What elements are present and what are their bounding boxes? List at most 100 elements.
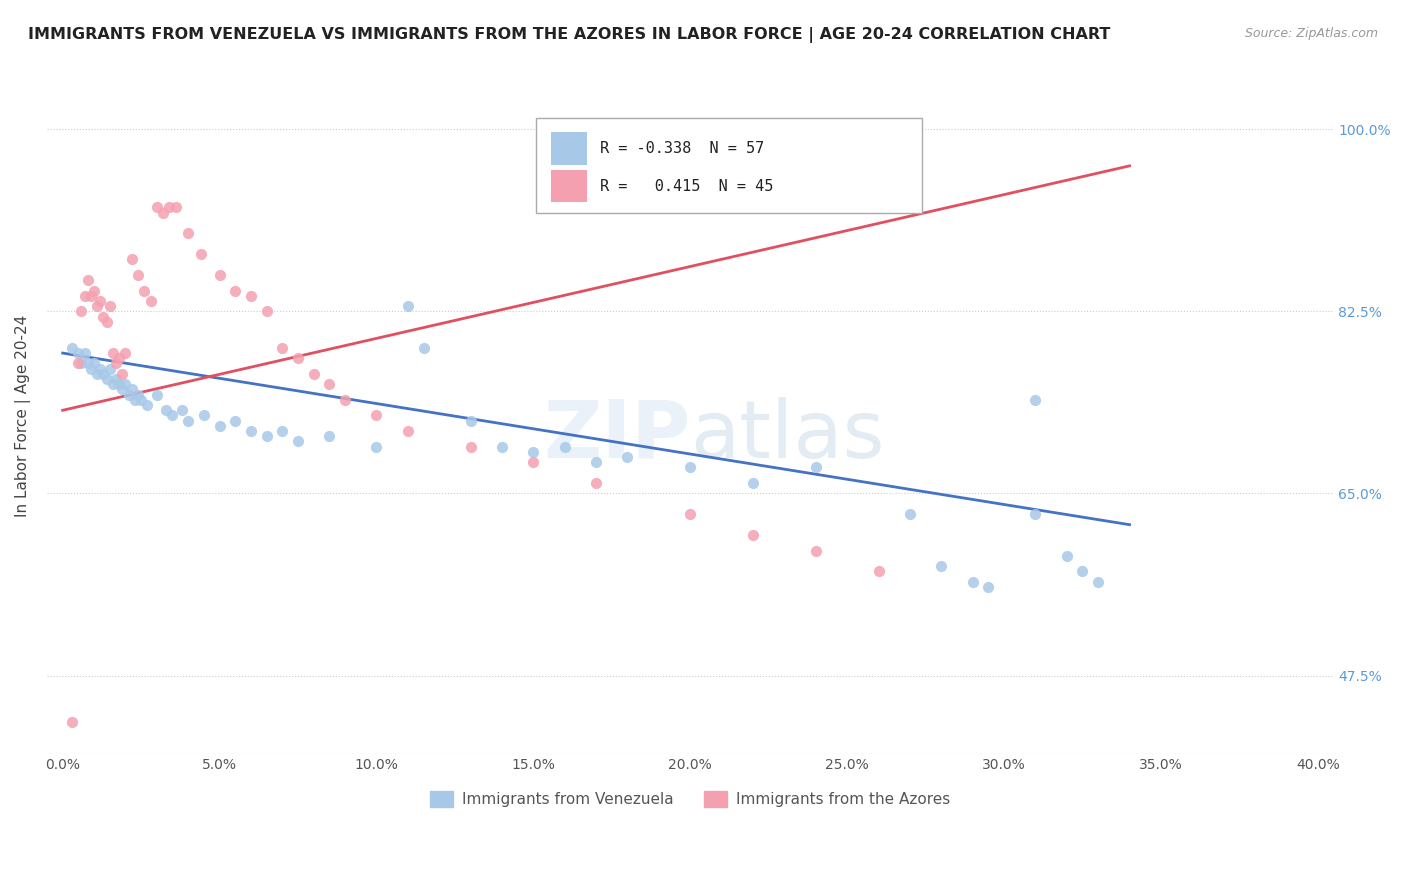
- Point: [256, 304, 278, 318]
- Point: [554, 440, 576, 454]
- Point: [127, 387, 149, 401]
- Point: [86, 367, 108, 381]
- Point: [396, 299, 419, 313]
- Point: [929, 559, 952, 574]
- Legend: Immigrants from Venezuela, Immigrants from the Azores: Immigrants from Venezuela, Immigrants fr…: [423, 785, 956, 814]
- Point: [86, 299, 108, 313]
- Point: [804, 543, 827, 558]
- Point: [287, 351, 309, 366]
- Point: [121, 383, 143, 397]
- Point: [679, 508, 702, 522]
- Text: ZIP: ZIP: [543, 397, 690, 475]
- Point: [136, 398, 159, 412]
- Point: [93, 310, 115, 324]
- Point: [366, 440, 388, 454]
- Point: [83, 356, 105, 370]
- Point: [1071, 565, 1094, 579]
- Point: [208, 418, 231, 433]
- Point: [318, 377, 340, 392]
- Point: [134, 284, 156, 298]
- Point: [868, 565, 890, 579]
- Point: [1056, 549, 1078, 563]
- Point: [804, 460, 827, 475]
- Point: [73, 346, 96, 360]
- Point: [108, 377, 131, 392]
- Point: [117, 387, 139, 401]
- Point: [89, 294, 111, 309]
- Point: [165, 201, 187, 215]
- Point: [522, 455, 544, 469]
- Point: [271, 341, 294, 355]
- Point: [114, 377, 136, 392]
- Point: [70, 356, 93, 370]
- Point: [60, 341, 83, 355]
- Y-axis label: In Labor Force | Age 20-24: In Labor Force | Age 20-24: [15, 314, 31, 516]
- Point: [70, 304, 93, 318]
- Point: [152, 205, 174, 219]
- Point: [302, 367, 325, 381]
- Point: [139, 294, 162, 309]
- Point: [585, 455, 607, 469]
- Point: [127, 268, 149, 282]
- Point: [208, 268, 231, 282]
- Point: [101, 346, 124, 360]
- Point: [67, 356, 90, 370]
- Point: [1024, 508, 1046, 522]
- Point: [67, 346, 90, 360]
- Point: [121, 252, 143, 267]
- Point: [224, 414, 246, 428]
- Point: [76, 273, 98, 287]
- Point: [80, 361, 103, 376]
- Point: [129, 392, 152, 407]
- Point: [155, 403, 177, 417]
- Point: [80, 289, 103, 303]
- Point: [96, 372, 118, 386]
- FancyBboxPatch shape: [551, 170, 588, 202]
- Point: [742, 528, 765, 542]
- Point: [190, 247, 212, 261]
- Point: [396, 424, 419, 438]
- Text: R = -0.338  N = 57: R = -0.338 N = 57: [600, 141, 765, 156]
- Point: [105, 356, 128, 370]
- Point: [898, 508, 921, 522]
- Point: [239, 424, 262, 438]
- Point: [98, 361, 121, 376]
- Point: [157, 201, 180, 215]
- Point: [412, 341, 434, 355]
- Point: [287, 434, 309, 449]
- Point: [177, 414, 200, 428]
- Point: [93, 367, 115, 381]
- Point: [239, 289, 262, 303]
- Point: [585, 476, 607, 491]
- Point: [177, 227, 200, 241]
- Point: [170, 403, 193, 417]
- Point: [1087, 574, 1109, 589]
- Point: [108, 351, 131, 366]
- Point: [146, 387, 169, 401]
- Point: [98, 299, 121, 313]
- Text: Source: ZipAtlas.com: Source: ZipAtlas.com: [1244, 27, 1378, 40]
- Point: [83, 284, 105, 298]
- Point: [366, 409, 388, 423]
- Point: [333, 392, 356, 407]
- Point: [101, 377, 124, 392]
- Point: [162, 409, 184, 423]
- Point: [193, 409, 215, 423]
- FancyBboxPatch shape: [536, 118, 922, 212]
- Point: [111, 383, 134, 397]
- Point: [460, 440, 482, 454]
- Point: [977, 580, 1000, 594]
- Text: R =   0.415  N = 45: R = 0.415 N = 45: [600, 178, 773, 194]
- Point: [742, 476, 765, 491]
- Point: [616, 450, 638, 464]
- Point: [105, 372, 128, 386]
- Point: [522, 445, 544, 459]
- Point: [60, 715, 83, 730]
- Point: [256, 429, 278, 443]
- Point: [76, 356, 98, 370]
- Point: [96, 315, 118, 329]
- Point: [124, 392, 146, 407]
- Point: [73, 289, 96, 303]
- Point: [111, 367, 134, 381]
- Point: [1024, 392, 1046, 407]
